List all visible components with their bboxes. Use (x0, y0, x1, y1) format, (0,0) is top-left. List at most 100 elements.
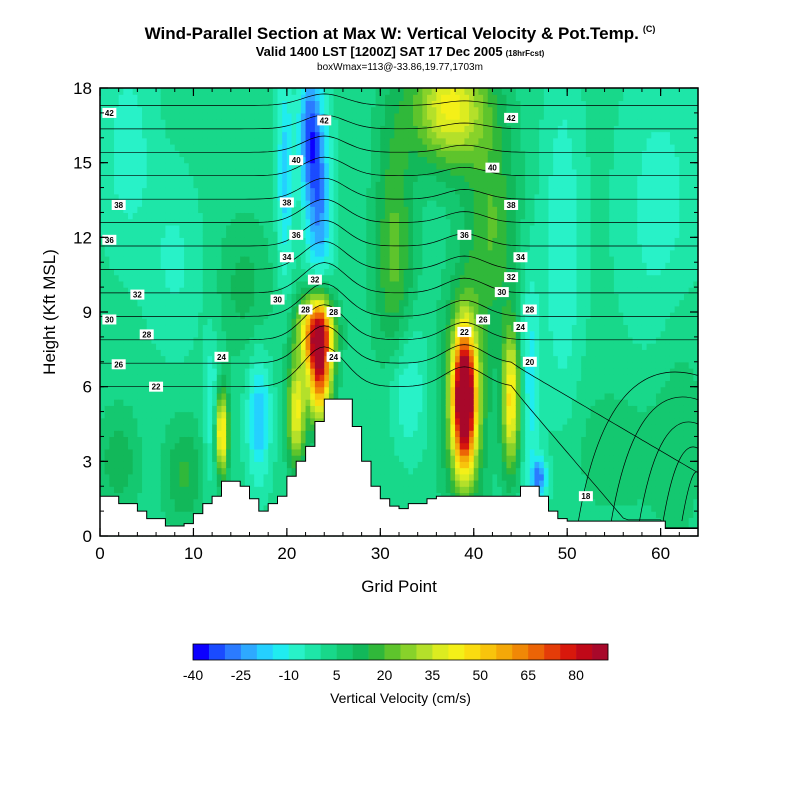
heat-cell (212, 473, 218, 481)
heat-cell (272, 424, 279, 431)
heat-cell (282, 448, 288, 456)
heat-cell (413, 119, 419, 126)
heat-cell (366, 411, 372, 419)
heat-cell (165, 461, 171, 469)
heat-cell (277, 231, 283, 238)
heat-cell (179, 312, 185, 319)
heat-cell (272, 455, 279, 462)
heat-cell (193, 218, 199, 226)
heat-cell (268, 312, 274, 319)
heat-cell (305, 262, 311, 270)
heat-cell (104, 168, 110, 176)
heat-cell (165, 355, 171, 363)
heat-cell (151, 305, 157, 313)
heat-cell (305, 212, 311, 220)
heat-cell (277, 380, 283, 388)
heat-cell (132, 193, 138, 201)
heat-cell (286, 88, 293, 95)
heat-cell (356, 193, 363, 201)
heat-cell (403, 305, 409, 313)
heat-cell (249, 280, 255, 288)
heat-cell (165, 386, 171, 394)
heat-cell (399, 299, 405, 307)
heat-cell (370, 88, 377, 95)
heat-cell (128, 212, 134, 220)
heat-cell (417, 473, 423, 481)
heat-cell (212, 144, 218, 151)
heat-cell (338, 312, 344, 319)
heat-cell (142, 312, 148, 319)
heat-cell (114, 287, 120, 294)
heat-cell (151, 312, 157, 319)
heat-cell (249, 368, 255, 375)
heat-cell (109, 193, 115, 201)
heat-cell (296, 368, 302, 375)
heat-cell (249, 237, 255, 245)
heat-cell (413, 280, 419, 288)
heat-cell (333, 200, 339, 207)
heat-cell (342, 249, 349, 257)
heat-cell (375, 336, 381, 344)
heat-cell (422, 424, 428, 431)
heat-cell (179, 492, 185, 500)
heat-cell (179, 112, 185, 120)
heat-cell (216, 237, 223, 245)
heat-cell (263, 162, 269, 170)
heat-cell (258, 380, 265, 388)
heat-cell (361, 305, 367, 313)
heat-cell (123, 137, 129, 145)
heat-cell (216, 119, 223, 126)
heat-cell (244, 380, 251, 388)
heat-cell (249, 137, 255, 145)
heat-cell (207, 287, 213, 294)
heat-cell (375, 448, 381, 456)
heat-cell (324, 218, 330, 226)
heat-cell (417, 268, 423, 276)
heat-cell (268, 280, 274, 288)
heat-cell (300, 392, 307, 400)
heat-cell (408, 175, 414, 182)
heat-cell (394, 349, 400, 357)
heat-cell (174, 405, 181, 413)
heat-cell (268, 380, 274, 388)
heat-cell (263, 330, 269, 338)
heat-cell (310, 380, 316, 388)
heat-cell (132, 318, 138, 326)
heat-cell (399, 231, 405, 238)
heat-cell (188, 361, 195, 369)
heat-cell (184, 88, 190, 95)
heat-cell (109, 268, 115, 276)
heat-cell (286, 100, 293, 108)
heat-cell (300, 181, 307, 189)
heat-cell (366, 330, 372, 338)
heat-cell (151, 461, 157, 469)
heat-cell (310, 262, 316, 270)
heat-cell (170, 268, 176, 276)
heat-cell (263, 249, 269, 257)
heat-cell (137, 280, 143, 288)
heat-cell (160, 392, 166, 400)
heat-cell (100, 262, 106, 270)
heat-cell (104, 119, 110, 126)
heat-cell (202, 175, 209, 182)
heat-cell (198, 131, 204, 139)
heat-cell (193, 399, 199, 406)
heat-cell (300, 144, 307, 151)
heat-cell (305, 206, 311, 214)
heat-cell (207, 200, 213, 207)
heat-cell (156, 237, 162, 245)
heat-cell (422, 386, 428, 394)
heat-cell (230, 100, 237, 108)
heat-cell (193, 119, 199, 126)
heat-cell (193, 349, 199, 357)
heat-cell (146, 486, 152, 494)
heat-cell (226, 436, 232, 444)
heat-cell (417, 324, 423, 332)
heat-cell (389, 224, 395, 232)
heat-cell (249, 324, 255, 332)
heat-cell (347, 249, 353, 257)
heat-cell (160, 305, 166, 313)
heat-cell (408, 442, 414, 450)
heat-cell (258, 455, 265, 462)
heat-cell (291, 168, 297, 176)
